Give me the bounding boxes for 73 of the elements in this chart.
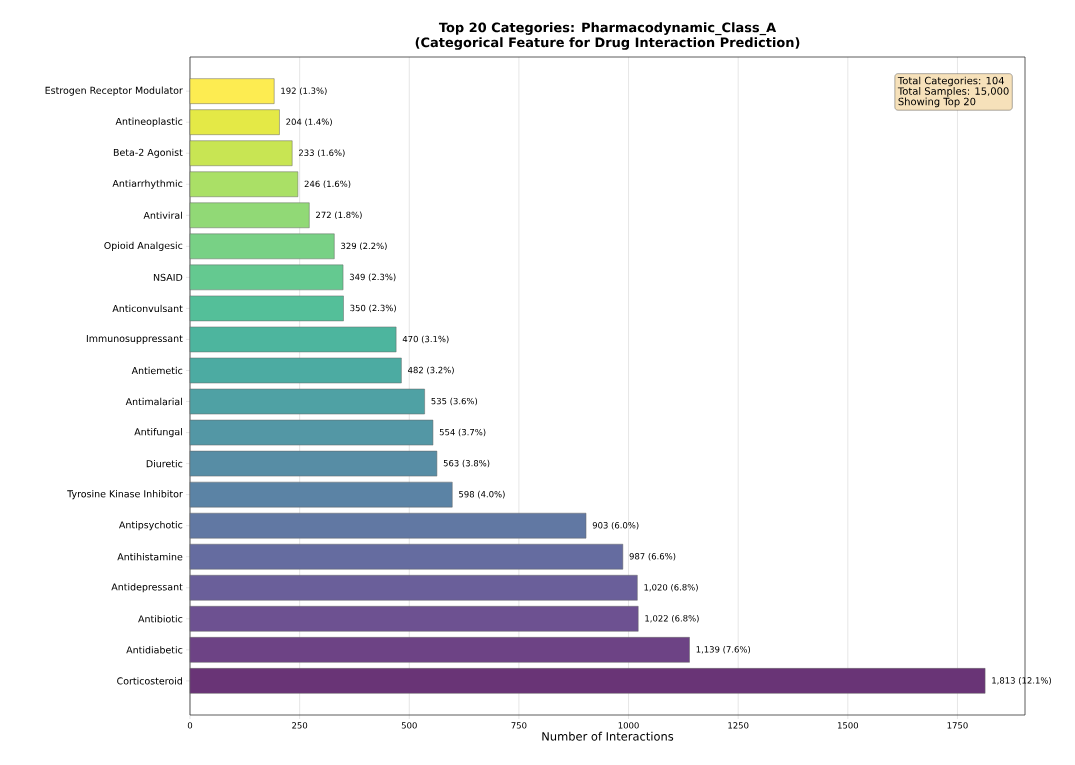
y-tick-label: Anticonvulsant [112,304,183,313]
annotation: Total Categories: 104 [897,76,1005,87]
data-label: 233 (1.6%) [299,149,345,157]
y-tick-label: Beta-2 Agonist [113,148,183,158]
data-label: 1,139 (7.6%) [696,646,751,654]
y-tick-label: Diuretic [146,459,183,468]
data-label: 204 (1.4%) [286,118,332,126]
y-tick-label: Corticosteroid [117,677,182,685]
bar [189,419,434,446]
y-tick-label: Tyrosine Kinase Inhibitor [67,490,183,500]
chart-title: Top 20 Categories: Pharmacodynamic_Class_A (Categorical Feature for Drug Interaction Prediction) [415,22,800,50]
x-axis-title: Number of Interactions [542,731,674,741]
bar [189,78,275,104]
bar [189,637,690,663]
annotation: Showing Top 20 [898,97,976,108]
bar [189,606,639,632]
y-tick-label: Antimalarial [125,397,182,406]
bar [189,575,638,601]
data-label: 349 (2.3%) [349,273,396,282]
x-tick-label: 250 [292,722,308,729]
data-label: 192 (1.3%) [281,87,327,95]
data-label: 903 (6.0%) [592,521,639,530]
bar [189,233,335,260]
y-tick-label: Estrogen Receptor Modulator [45,86,183,96]
data-label: 987 (6.6%) [629,552,676,561]
y-tick-label: Antiemetic [131,366,183,375]
bar [189,388,425,415]
bar [189,512,587,539]
y-tick-label: Antibiotic [138,615,183,623]
y-tick-label: NSAID [153,273,183,281]
y-tick-label: Antiviral [143,211,182,219]
data-label: 1,020 (6.8%) [644,583,698,592]
bar [189,171,299,198]
data-label: 554 (3.7%) [439,428,486,437]
data-label: 350 (2.3%) [350,304,396,313]
data-label: 482 (3.2%) [407,366,454,375]
data-label: 272 (1.8%) [316,211,362,220]
data-label: 563 (3.8%) [443,459,490,468]
y-tick-label: Antidiabetic [126,646,183,654]
bar [189,326,397,353]
x-tick-label: 0 [187,722,193,729]
data-label: 470 (3.1%) [402,335,449,344]
bar [189,543,624,570]
data-label: 1,022 (6.8%) [645,615,699,623]
bar [189,140,293,166]
x-tick-label: 500 [401,722,417,729]
y-tick-label: Antifungal [134,427,182,438]
bar [189,202,310,229]
bar [189,295,344,322]
y-tick-label: Antihistamine [117,553,183,561]
bar [189,481,453,508]
x-tick-label: 1250 [728,722,749,729]
y-tick-label: Opioid Analgesic [104,241,183,251]
x-tick-label: 750 [511,722,527,729]
y-tick-label: Antipsychotic [119,521,183,531]
y-tick-label: Antidepressant [111,583,183,593]
y-tick-label: Antineoplastic [115,117,183,127]
y-tick-label: Immunosuppressant [86,335,183,344]
bar [189,109,280,135]
data-label: 598 (4.0%) [459,490,505,499]
data-label: 1,813 (12.1%) [992,677,1051,685]
bar [189,264,344,291]
x-tick-label: 1500 [837,722,859,729]
data-label: 535 (3.6%) [431,397,478,406]
bar [189,357,402,384]
annotation: Total Samples: 15,000 [897,87,1009,97]
y-tick-label: Antiarrhythmic [112,179,183,189]
bar [189,450,438,477]
data-label: 246 (1.6%) [304,180,351,189]
x-tick-label: 1750 [947,722,968,729]
x-tick-label: 1000 [618,722,639,729]
bar [189,668,986,694]
data-label: 329 (2.2%) [341,242,387,251]
